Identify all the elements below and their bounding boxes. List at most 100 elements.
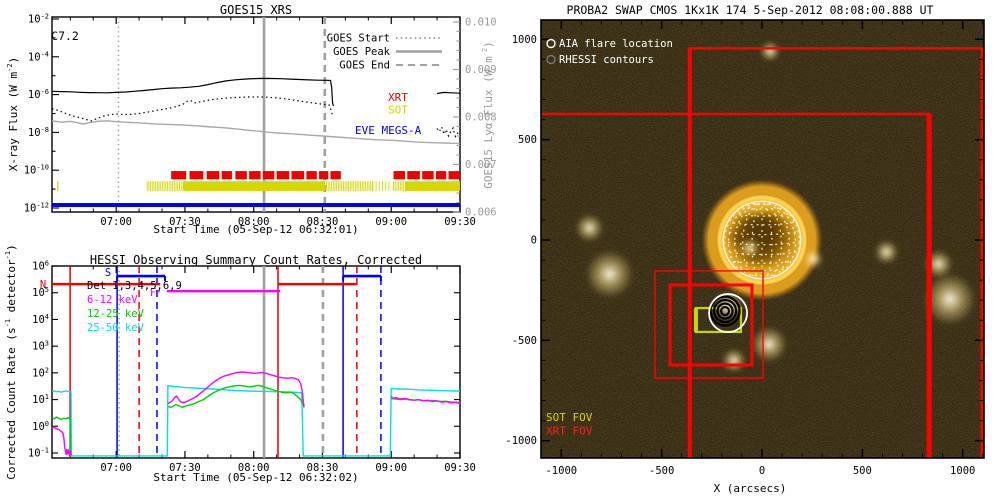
series-hessi_25_50keV (51, 384, 460, 457)
series-goes_short_05_4A (51, 96, 461, 139)
goes-chart-svg: 07:00 07:30 08:00 08:30 09:00 09:30 10-12 10-10… (24, 13, 497, 229)
sun-y-tick: -500 (512, 335, 537, 347)
bright-region (803, 249, 824, 270)
goes-xaxis-label: Start Time (05-Sep-12 06:32:01) (153, 223, 359, 236)
goes-x-tick: 08:30 (307, 216, 339, 228)
series-hessi_12_25keV (51, 384, 461, 456)
hessi-x-tick: 09:00 (375, 462, 407, 474)
hessi-x-tick: 07:30 (169, 462, 201, 474)
svg-text:100: 100 (32, 420, 49, 433)
hessi-chart-svg: 07:00 07:30 08:00 08:30 09:00 09:30 106 105 104 1… (28, 260, 476, 474)
goes-right-tick: 0.010 (465, 17, 497, 29)
dark-region (730, 215, 761, 228)
svg-text:101: 101 (32, 393, 49, 406)
hessi-legend-label: 12-25 keV (87, 308, 145, 320)
fov-boxes (541, 47, 983, 458)
hessi-axes: 07:00 07:30 08:00 08:30 09:00 09:30 106 105 104 1… (28, 260, 476, 474)
bright-region (721, 348, 746, 373)
bright-region (739, 238, 760, 259)
svg-text:10-4: 10-4 (28, 50, 49, 63)
goes-legend-label: GOES End (339, 60, 390, 72)
series-hessi_6_12keV (51, 371, 461, 457)
xrt-fov-label: XRT FOV (546, 425, 593, 438)
svg-text:10-6: 10-6 (28, 88, 49, 101)
sun-x-tick: 0 (759, 465, 765, 477)
hessi-legend-label: 25-50 keV (87, 322, 145, 334)
swap-xaxis-label: X (arcsecs) (713, 482, 787, 495)
svg-text:10-10: 10-10 (24, 164, 49, 177)
svg-text:103: 103 (32, 340, 49, 353)
sun-y-tick: 500 (518, 134, 537, 146)
swap-image-svg: -1000 -500 0 500 1000 1000 500 0 -500 -1000 AIA fl… (505, 19, 985, 477)
svg-text:10-8: 10-8 (28, 126, 49, 139)
hessi-chart-title: HESSI Observing Summary Count Rates, Cor… (89, 253, 423, 267)
bright-region (923, 273, 976, 326)
goes-class-annotation: C7.2 (51, 29, 79, 43)
series-goes15_lyman_alpha (51, 120, 461, 145)
sun-x-tick: 500 (853, 465, 872, 477)
goes-legend-label: GOES Peak (333, 46, 391, 58)
bright-region (585, 250, 634, 299)
goes-right-tick: 0.008 (465, 112, 497, 124)
sun-y-tick: 0 (531, 235, 537, 247)
goes-axes: 07:00 07:30 08:00 08:30 09:00 09:30 10-12 10-10… (24, 13, 497, 229)
goes-x-tick: 07:00 (100, 216, 132, 228)
hessi-x-tick: 09:30 (444, 462, 476, 474)
svg-text:C7.2: C7.2 (51, 29, 79, 43)
flag-letter-N: N (40, 279, 46, 291)
svg-text:10-1: 10-1 (28, 447, 49, 460)
goes-legend-label: GOES Start (327, 33, 390, 45)
label-xrt: XRT (388, 91, 408, 104)
flag-letter-F: F (150, 287, 156, 299)
goes-right-tick: 0.006 (465, 207, 497, 219)
bright-region (874, 240, 899, 265)
svg-text:10-12: 10-12 (24, 202, 49, 215)
sot-fov-label: SOT FOV (546, 411, 593, 424)
xrt-fov-box-d (668, 283, 754, 367)
svg-text:106: 106 (32, 260, 49, 273)
goes-chart-title: GOES15 XRS (219, 3, 293, 17)
hessi-legend-label: Det 1,3,4,5,6,9 (87, 280, 182, 292)
flag-lines: N S F (40, 267, 382, 299)
sun-x-tick: -500 (649, 465, 674, 477)
hessi-legend-label: 6-12 keV (87, 294, 138, 306)
svg-text:102: 102 (32, 366, 49, 379)
hessi-x-tick: 08:30 (307, 462, 339, 474)
sun-legend-label: AIA flare location (559, 38, 673, 50)
solar-limb-circle (722, 200, 802, 280)
goes-right-tick: 0.007 (465, 159, 497, 171)
hessi-x-tick: 08:00 (238, 462, 270, 474)
goes-x-tick: 07:30 (169, 216, 201, 228)
sun-x-tick: 1000 (950, 465, 975, 477)
sun-x-tick: -1000 (545, 465, 577, 477)
hessi-legend: Det 1,3,4,5,6,9 6-12 keV 12-25 keV 25-50 ke… (87, 280, 182, 334)
sun-axes: -1000 -500 0 500 1000 1000 500 0 -500 -1000 (505, 19, 985, 477)
aia-flare-location (708, 293, 748, 333)
goes-x-tick: 09:00 (375, 216, 407, 228)
svg-text:104: 104 (32, 313, 49, 326)
aia-flare-location-icon (546, 38, 556, 49)
bright-region (575, 213, 604, 242)
rhessi-contours-icon (546, 54, 556, 65)
sun-y-tick: -1000 (505, 435, 537, 447)
sun-y-tick: 1000 (512, 34, 537, 46)
heliographic-grid (724, 202, 800, 278)
goes-flare-markers (117, 17, 327, 212)
rhessi-contours (709, 295, 741, 327)
flag-letter-S: S (105, 267, 111, 279)
aia-flare-circle (708, 293, 748, 333)
bright-region (760, 41, 781, 62)
swap-euv-image (541, 20, 984, 458)
orbit-event-lines (69, 266, 382, 458)
goes-x-tick: 09:30 (444, 216, 476, 228)
hessi-x-tick: 07:00 (100, 462, 132, 474)
xrt-interval-bars (171, 171, 460, 180)
sun-legend-label: RHESSI contours (559, 54, 654, 66)
svg-text:105: 105 (32, 286, 49, 299)
label-sot: SOT (388, 104, 408, 117)
label-eve-megs-a: EVE MEGS-A (355, 124, 422, 137)
xrt-fov-box-c (654, 270, 764, 379)
